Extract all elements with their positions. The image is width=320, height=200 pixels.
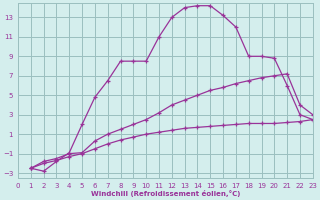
X-axis label: Windchill (Refroidissement éolien,°C): Windchill (Refroidissement éolien,°C)	[91, 190, 240, 197]
